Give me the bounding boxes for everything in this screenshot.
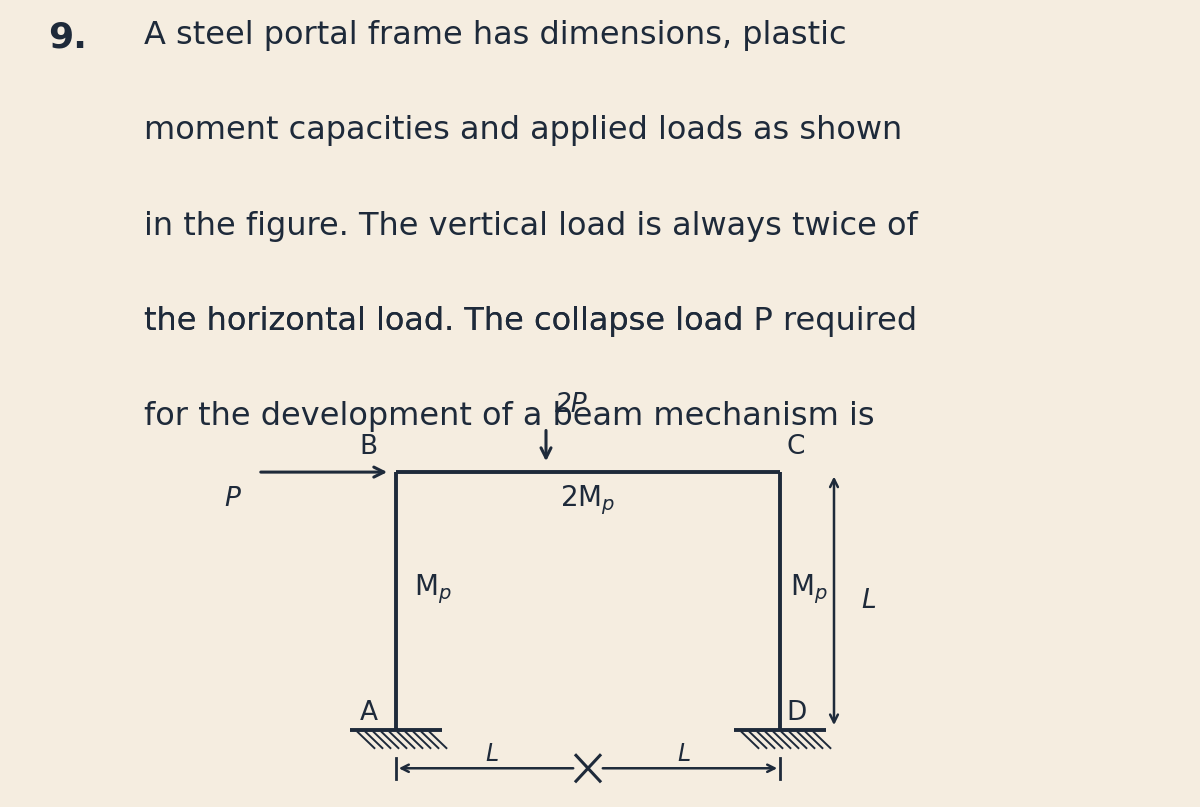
Text: M$_p$: M$_p$ — [790, 572, 827, 606]
Text: P: P — [224, 486, 240, 512]
Text: the horizontal load. The collapse load  P  required: the horizontal load. The collapse load P… — [144, 306, 937, 337]
Text: L: L — [678, 742, 690, 766]
Text: 2P: 2P — [554, 392, 587, 418]
Text: moment capacities and applied loads as shown: moment capacities and applied loads as s… — [144, 115, 902, 146]
Text: A: A — [360, 700, 378, 726]
Text: B: B — [360, 434, 378, 460]
Text: 2M$_p$: 2M$_p$ — [560, 483, 616, 517]
Text: C: C — [786, 434, 804, 460]
Text: L: L — [862, 588, 876, 614]
Text: A steel portal frame has dimensions, plastic: A steel portal frame has dimensions, pla… — [144, 20, 847, 51]
Text: the horizontal load. The collapse load P required: the horizontal load. The collapse load P… — [144, 306, 917, 337]
Text: in the figure. The vertical load is always twice of: in the figure. The vertical load is alwa… — [144, 211, 918, 241]
Text: the horizontal load. The collapse load: the horizontal load. The collapse load — [144, 306, 754, 337]
Text: D: D — [786, 700, 806, 726]
Text: 9.: 9. — [48, 20, 86, 54]
Text: for the development of a beam mechanism is: for the development of a beam mechanism … — [144, 401, 875, 432]
Text: L: L — [486, 742, 498, 766]
Text: M$_p$: M$_p$ — [414, 572, 451, 606]
